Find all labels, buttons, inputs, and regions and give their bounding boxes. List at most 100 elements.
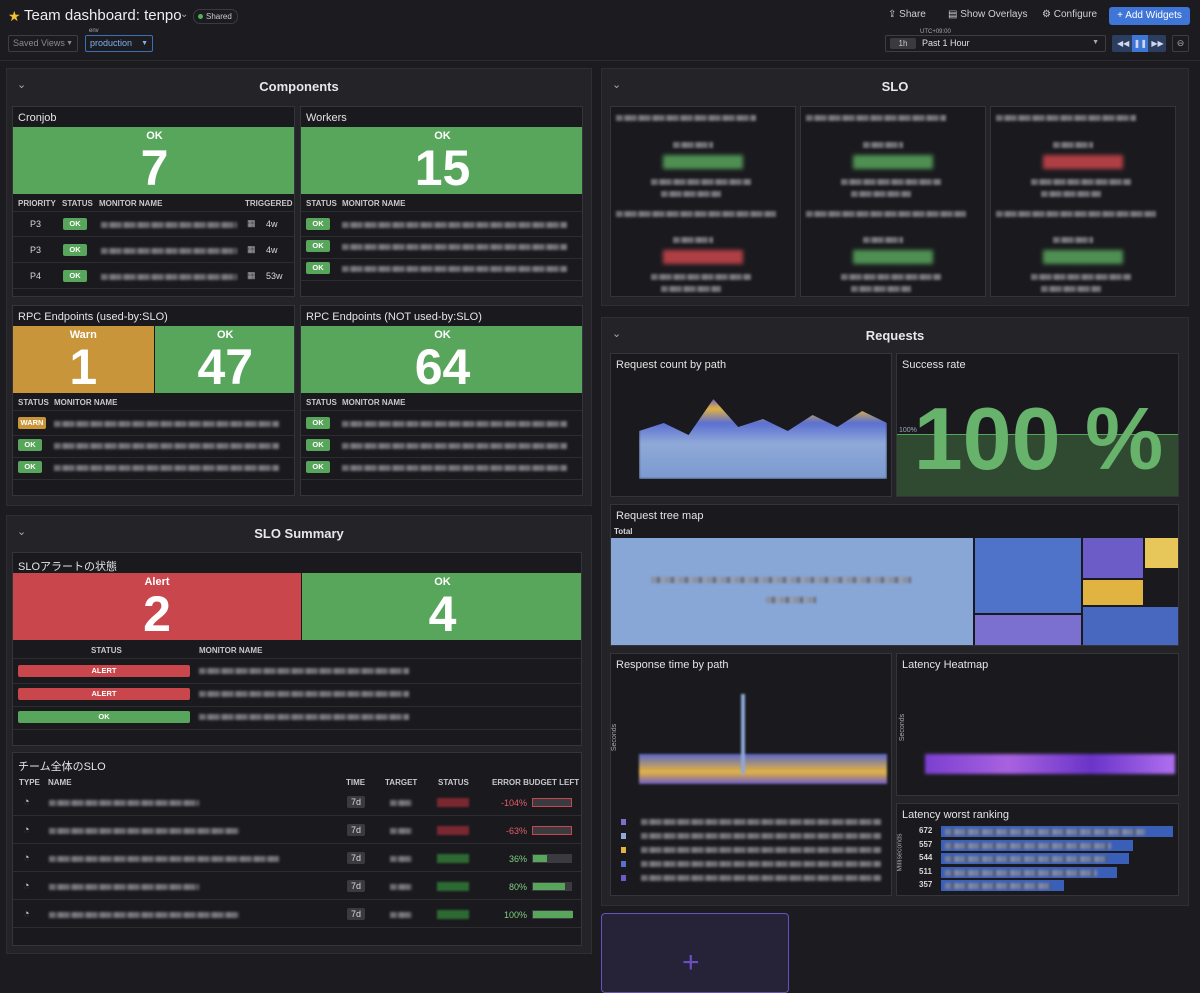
add-widgets-button[interactable]: + Add Widgets (1109, 7, 1190, 25)
widget: Cronjob OK 7 PRIORITY STATUS MONITOR NAME TRIG… (12, 106, 295, 297)
redacted-value (1043, 155, 1123, 169)
budget-bar (533, 855, 548, 862)
widget-title: Success rate (902, 359, 966, 371)
add-widget-placeholder[interactable]: + (601, 913, 789, 993)
status-badge (437, 798, 469, 807)
status-tile: OK 7 (13, 127, 294, 194)
row-line (301, 280, 582, 281)
column-header: STATUS (18, 398, 49, 407)
share-button[interactable]: ⇪ Share (888, 9, 926, 20)
status-tile: Alert 2 (13, 573, 301, 640)
redacted-text (996, 115, 1136, 121)
redacted-text (49, 856, 279, 862)
title-dropdown[interactable]: ⌄ (180, 9, 189, 20)
divider (0, 60, 1200, 61)
calendar-icon: ▦ (247, 244, 256, 254)
time-picker[interactable]: 1h Past 1 Hour ▼ (885, 35, 1106, 52)
widget: Request tree map Total (610, 504, 1179, 646)
zoom-button[interactable]: ⊖ (1172, 35, 1189, 52)
budget-bar (533, 883, 565, 890)
column-header: STATUS (438, 778, 469, 787)
redacted-text (101, 222, 237, 228)
overlays-button[interactable]: ▤ Show Overlays (948, 9, 1028, 20)
saved-views-select[interactable]: Saved Views ▼ (8, 35, 78, 52)
env-value: production (90, 38, 133, 48)
panel-title: SLO (881, 79, 909, 94)
redacted-text (945, 869, 1098, 876)
time-badge: 7d (347, 824, 366, 836)
budget-label: 80% (508, 882, 527, 892)
column-header: STATUS (306, 398, 337, 407)
redacted-text (390, 828, 412, 834)
star-icon[interactable]: ★ (8, 8, 21, 24)
y-axis-label: Seconds (899, 713, 907, 742)
y-axis-label: Milliseconds (896, 833, 904, 872)
widget-title: Latency worst ranking (902, 809, 1009, 821)
time-badge: 7d (347, 852, 366, 864)
redacted-text (806, 115, 946, 121)
redacted-value (663, 250, 743, 264)
priority: P3 (30, 219, 42, 229)
legend-swatch (621, 847, 626, 853)
redacted-text (806, 211, 966, 217)
calendar-icon: ▦ (247, 218, 256, 228)
legend-swatch (621, 833, 626, 839)
header-line (13, 410, 294, 411)
widget: Response time by path Seconds (610, 653, 892, 896)
budget-track (532, 798, 572, 807)
dashboard-title: Team dashboard: tenpo (24, 7, 182, 24)
redacted-text (49, 884, 199, 890)
widget: Workers OK 15 STATUS MONITOR NAME OK OK OK (300, 106, 583, 297)
column-header: TYPE (19, 778, 40, 787)
treemap-cell (611, 538, 973, 645)
redacted-value (663, 155, 743, 169)
status-pill: OK (18, 461, 42, 473)
tile-status: OK (146, 130, 163, 142)
redacted-text (851, 286, 911, 292)
budget-track (532, 854, 572, 863)
redacted-text (342, 465, 567, 471)
redacted-text (673, 237, 713, 243)
tile-status: OK (217, 329, 234, 341)
redacted-text (616, 115, 756, 121)
status-pill: ALERT (18, 688, 190, 700)
redacted-text (1053, 142, 1093, 148)
treemap-cell (1145, 538, 1178, 568)
tile-status: Warn (69, 329, 97, 341)
configure-button[interactable]: ⚙ Configure (1042, 9, 1098, 20)
treemap-cell (1083, 580, 1143, 605)
status-tile: OK 47 (154, 326, 294, 393)
widget-title: Cronjob (18, 112, 57, 124)
redacted-text (1053, 237, 1093, 243)
header-line (301, 410, 582, 411)
redacted-text (851, 191, 911, 197)
redacted-text (54, 465, 279, 471)
calendar-icon: ▦ (247, 270, 256, 280)
ranking-value: 557 (919, 839, 933, 849)
treemap-cell (975, 615, 1081, 645)
column-header: MONITOR NAME (342, 199, 406, 208)
playback-controls[interactable]: ◀◀ ❚❚ ▶▶ (1112, 35, 1166, 52)
tile-count: 2 (143, 586, 171, 640)
redacted-text (1031, 274, 1131, 280)
ranking-bar (941, 853, 1129, 864)
budget-label: -104% (500, 798, 527, 808)
range-short: 1h (890, 38, 916, 49)
column-header: STATUS (91, 646, 122, 655)
redacted-text (342, 222, 567, 228)
redacted-text (945, 883, 1052, 889)
time-badge: 7d (347, 908, 366, 920)
slo-type-icon: ◔ (23, 880, 30, 892)
slo-type-icon: ◔ (23, 824, 30, 836)
env-select[interactable]: env production ▼ (85, 27, 153, 52)
shared-text: Shared (206, 12, 232, 21)
treemap-cell (975, 538, 1081, 613)
redacted-text (641, 833, 881, 839)
ranking-bar (941, 880, 1065, 891)
shared-badge: Shared (193, 9, 238, 24)
legend-swatch (621, 819, 626, 825)
ranking-value: 544 (919, 853, 933, 862)
column-header: PRIORITY (18, 199, 56, 208)
row-line (13, 927, 581, 928)
